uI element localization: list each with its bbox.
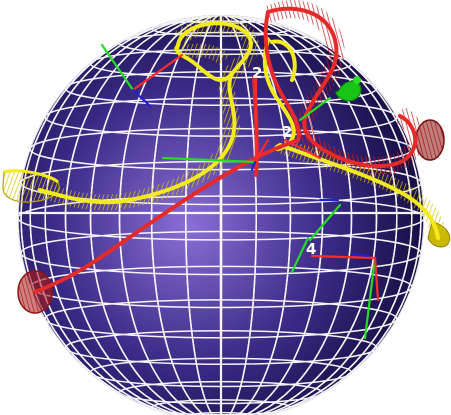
frame-d-y-axis: [298, 96, 332, 122]
frame-a-y-axis: [100, 43, 135, 92]
frame-b-x-axis: [253, 138, 270, 164]
frame-e-y-axis: [308, 203, 342, 242]
longitude-line: [29, 15, 413, 415]
frame-label-4: 4: [306, 240, 316, 258]
longitude-line: [150, 15, 292, 415]
green-knot: [335, 76, 362, 102]
longitude-line: [20, 15, 422, 415]
frame-g-z-axis: [350, 252, 370, 258]
frame-label-2-lower: 2: [282, 123, 292, 141]
longitude-line: [64, 15, 378, 415]
frame-f-y-axis: [290, 236, 310, 274]
longitude-line: [118, 15, 324, 415]
frame-g-y-axis: [363, 256, 377, 340]
longitude-line: [44, 15, 398, 415]
frame-label-2-upper: 2: [252, 64, 262, 82]
longitude-line: [89, 15, 353, 415]
frame-labels: 2 2 4: [252, 64, 316, 258]
frame-b-y-axis: [161, 156, 257, 164]
frame-f-x-axis: [310, 254, 377, 260]
longitude-line: [184, 15, 258, 415]
frame-a-z-axis: [131, 88, 152, 108]
frame-a-x-axis: [131, 53, 184, 92]
frame-d-x-axis: [283, 138, 322, 160]
frame-b-z-axis: [250, 160, 257, 172]
coordinate-frames: [100, 43, 380, 340]
frame-g-x-axis: [373, 256, 380, 302]
